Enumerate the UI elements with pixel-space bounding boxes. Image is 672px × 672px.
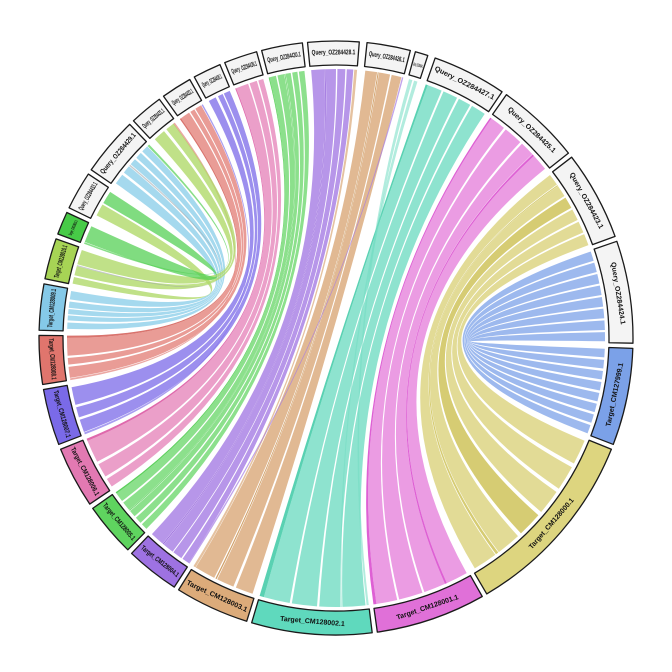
chord-q430-t8005-39 [116, 75, 290, 502]
chord-qB-t8010-64 [77, 131, 233, 284]
chord-q425-t8001-16 [382, 129, 521, 600]
chord-q424-t7999-4 [468, 297, 604, 391]
target-segment-box [251, 599, 373, 636]
chord-qE-t8006-46 [87, 83, 272, 462]
segment-Target_CM128010.1: Target_CM128010.1 [44, 238, 80, 285]
segment-Query_OZ284434.1: Query_OZ284434.1 [408, 51, 429, 80]
query-segment-box [90, 123, 148, 185]
query-segment-box [162, 78, 203, 117]
query-segment-box [132, 98, 175, 139]
chord-q423-t8000-9 [429, 186, 565, 553]
query-segment-box [551, 156, 616, 246]
query-segment-box [426, 57, 503, 113]
segment-Target_CM128009.1: Target_CM128009.1 [38, 283, 69, 332]
chord-q428-t8004-33 [151, 69, 326, 544]
chord-q424-t7999-1 [464, 262, 597, 423]
chord-q429-t8009-59 [69, 174, 218, 307]
query-segment-box [363, 41, 412, 75]
chord-q424-t7999-3 [467, 285, 602, 402]
target-segment-box [42, 384, 82, 446]
segment-Query_OZ284430.1: Query_OZ284430.1 [260, 42, 306, 75]
segment-Target_CM128008.1: Target_CM128008.1 [38, 334, 68, 386]
target-segment-box [38, 283, 69, 332]
chord-qA-t8011-67 [84, 191, 218, 280]
target-segment-box [373, 574, 483, 633]
query-segment-box [306, 40, 360, 67]
target-segment-box [92, 493, 146, 551]
segment-Query_OZ284436.1: Query_OZ284436.1 [224, 51, 264, 86]
chord-q424-t7999-7 [470, 332, 605, 358]
chord-q429-t8009-61 [68, 159, 222, 317]
segment-Target_CM128004.1: Target_CM128004.1 [130, 535, 188, 588]
query-segment-box [68, 173, 109, 219]
chord-q423-t8000-13 [457, 234, 589, 464]
target-segment-box [130, 535, 188, 588]
query-segment-box [193, 63, 230, 99]
query-segment-box [593, 240, 634, 344]
query-segment-box [491, 94, 570, 169]
segment-Target_CM128011.1: Target_CM128011.1 [57, 211, 90, 244]
target-segment-box [44, 238, 80, 285]
chord-q427-t8002-22 [291, 91, 458, 607]
target-segment-box [590, 346, 634, 446]
chord-q423-t8000-10 [438, 197, 572, 534]
chord-q426-t8003-29 [217, 72, 391, 587]
target-segment-box [38, 334, 68, 386]
chord-q423-t8000-12 [452, 221, 584, 489]
chord-q427-t8002-21 [263, 85, 442, 603]
segment-Query_OZ284431.1: Query_OZ284431.1 [132, 98, 175, 139]
segment-Query_OZ284435.1: Query_OZ284435.1 [193, 63, 230, 99]
chord-q427-t8002-23 [319, 98, 471, 608]
chord-q424-t7999-6 [469, 320, 605, 369]
chord-q426-t8003-28 [195, 70, 378, 578]
segment-Query_OZ284428.1: Query_OZ284428.1 [306, 40, 360, 67]
target-segment-box [59, 439, 111, 505]
query-segment-box [224, 51, 264, 86]
target-segment-box [177, 568, 255, 622]
chord-q424-t7999-2 [465, 274, 600, 413]
segment-Query_OZ284432.1: Query_OZ284432.1 [162, 78, 203, 117]
chord-q423-t8000-11 [445, 209, 578, 512]
chord-q425-t8001-15 [368, 118, 504, 604]
chord-q424-t7999-0 [462, 251, 594, 434]
segment-Query_OZ284426.1: Query_OZ284426.1 [363, 41, 412, 75]
chord-q427-t8002-25 [259, 84, 428, 598]
chord-q434-t8002-26 [357, 79, 413, 606]
chord-q429-t8009-63 [67, 146, 226, 330]
chord-layer [66, 69, 605, 608]
chord-q426-t8003-30 [235, 74, 402, 594]
query-segment-box [260, 42, 306, 75]
chord-q430-t8005-41 [130, 72, 300, 517]
target-segment-box [473, 439, 613, 595]
chord-q430-t8005-40 [123, 74, 295, 510]
target-segment-box [57, 211, 90, 244]
query-segment-box [408, 51, 429, 80]
chord-qB-t8010-65 [74, 123, 236, 290]
chord-q424-t7999-5 [469, 308, 605, 380]
chord-q427-t8002-24 [342, 105, 485, 607]
